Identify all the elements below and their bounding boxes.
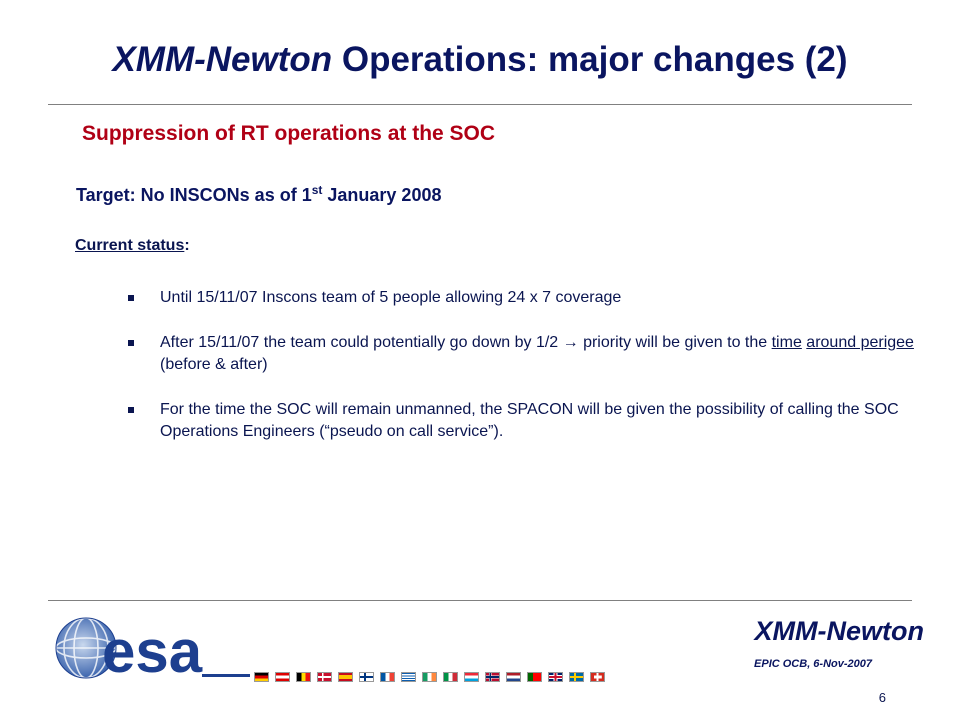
flag-luxembourg-icon <box>464 672 479 682</box>
bullet-text: For the time the SOC will remain unmanne… <box>160 401 899 440</box>
title-rest: Operations: major changes (2) <box>332 40 848 79</box>
footer-meeting-label: EPIC OCB, 6-Nov-2007 <box>754 658 872 670</box>
bullet-text-a: After 15/11/07 the team could potentiall… <box>160 334 772 351</box>
target-superscript: st <box>311 183 323 197</box>
status-label: Current status <box>75 237 185 254</box>
flag-ireland-icon <box>422 672 437 682</box>
flag-italy-icon <box>443 672 458 682</box>
section-heading: Suppression of RT operations at the SOC <box>82 122 496 145</box>
bullet-underline-time: time <box>771 334 802 351</box>
flag-belgium-icon <box>296 672 311 682</box>
footer-mission-name: XMM-Newton <box>754 616 924 646</box>
flag-greece-icon <box>401 672 416 682</box>
target-text: Target: No INSCONs as of 1 <box>76 185 312 205</box>
bullet-underline-perigee: around perigee <box>806 334 914 351</box>
esa-logo-text: esa <box>102 618 203 682</box>
esa-logo-icon: esa <box>55 617 203 682</box>
title-mission: XMM-Newton <box>112 40 333 79</box>
flag-portugal-icon <box>527 672 542 682</box>
page-number: 6 <box>878 690 886 705</box>
status-colon: : <box>184 237 190 254</box>
flag-spain-icon <box>338 672 353 682</box>
flag-norway-icon <box>485 672 500 682</box>
flag-sweden-icon <box>569 672 584 682</box>
list-item: For the time the SOC will remain unmanne… <box>124 399 914 443</box>
bottom-divider <box>48 600 912 601</box>
slide-title: XMM-Newton Operations: major changes (2) <box>0 40 960 80</box>
target-line: Target: No INSCONs as of 1st January 200… <box>76 183 441 206</box>
bullet-square-icon <box>128 407 134 413</box>
flag-switzerland-icon <box>590 672 605 682</box>
flag-austria-icon <box>275 672 290 682</box>
flag-finland-icon <box>359 672 374 682</box>
target-tail: January 2008 <box>322 185 442 205</box>
bullet-text-c: (before & after) <box>160 356 268 373</box>
list-item: After 15/11/07 the team could potentiall… <box>124 332 914 376</box>
status-heading: Current status: <box>75 237 190 255</box>
list-item: Until 15/11/07 Inscons team of 5 people … <box>124 287 914 309</box>
flag-netherlands-icon <box>506 672 521 682</box>
flag-denmark-icon <box>317 672 332 682</box>
bullet-text: Until 15/11/07 Inscons team of 5 people … <box>160 289 622 306</box>
member-flags <box>254 672 605 682</box>
top-divider <box>48 104 912 105</box>
flag-uk-icon <box>548 672 563 682</box>
status-bullet-list: Until 15/11/07 Inscons team of 5 people … <box>124 287 914 466</box>
flag-france-icon <box>380 672 395 682</box>
bullet-square-icon <box>128 340 134 346</box>
flag-germany-icon <box>254 672 269 682</box>
bullet-square-icon <box>128 295 134 301</box>
logo-underline <box>202 674 250 677</box>
